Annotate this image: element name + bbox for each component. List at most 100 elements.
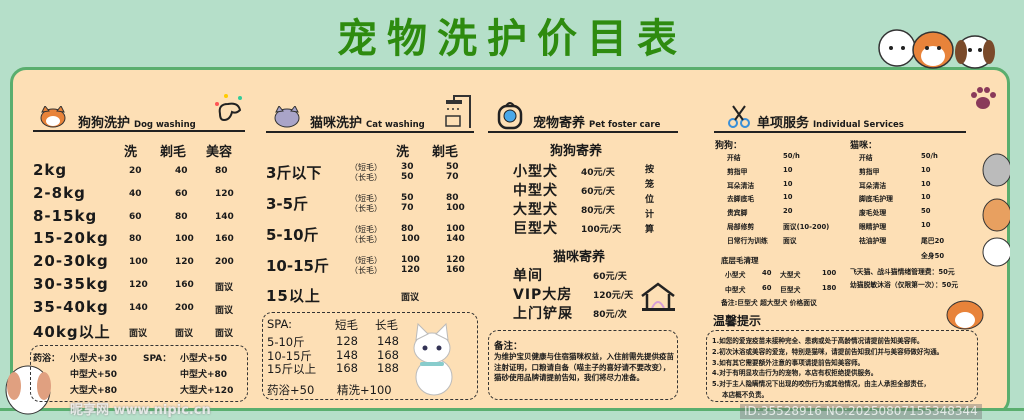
cat-column-header: 剃毛 — [432, 145, 459, 160]
dog-face-icon — [40, 106, 66, 128]
dog-price: 面议 — [129, 328, 148, 339]
dog-price: 面议 — [175, 328, 194, 339]
watermark-id: ID:35528916 NO:20250807155348344 — [740, 404, 982, 419]
cat-foster-title: 猫咪寄养 — [553, 250, 606, 265]
cat-fee-2: 幼猫脱敏沐浴（仅限第一次）：50元 — [850, 281, 959, 289]
tip-item: 1.如您的爱宠疫苗未接种完全、患病或处于高龄情况请提前告知美容师。 — [712, 337, 924, 345]
tip-item: 2.初次沐浴或美容的爱宠，特别是猫咪，请提前告知我们并与美容师做好沟通。 — [712, 347, 944, 356]
cat-spa-price: 148 — [336, 347, 358, 362]
dog-weight-label: 40kg以上 — [33, 322, 111, 341]
cat-room-label: 单间 — [513, 268, 543, 284]
foster-section-title: 宠物寄养 Pet foster care — [533, 112, 660, 131]
cat-weight-label: 15以上 — [266, 287, 321, 305]
dog-foster-price: 100元/天 — [581, 225, 622, 235]
cat-price: 160 — [446, 265, 465, 275]
cat-service-price: 50/h — [921, 152, 938, 160]
spa-price: 小型犬+50 — [180, 354, 228, 364]
dog-foster-price: 80元/天 — [581, 206, 615, 216]
dog-price: 160 — [175, 280, 194, 290]
tip-item: 5.对于主人隐瞒情况下出现的咬伤行为或其他情况，由主人承担全部责任， — [712, 380, 931, 389]
dog-service-price: 10 — [783, 165, 793, 174]
undercoat-title: 底层毛清理 — [721, 256, 759, 265]
dog-weight-label: 2-8kg — [33, 183, 86, 202]
undercoat-size: 大型犬 — [780, 271, 801, 279]
undercoat-price: 40 — [762, 269, 772, 277]
undercoat-price: 60 — [762, 283, 772, 292]
spa-price: 中型犬+80 — [180, 370, 228, 380]
dog-price: 60 — [175, 188, 188, 199]
tip-item: 本店概不负责。 — [722, 391, 769, 399]
cat-price: 50 — [401, 193, 414, 203]
cat-fee-1: 飞天猫、战斗猫情绪管理费：50元 — [850, 268, 955, 276]
cat-fine-wash-addon: 精洗+100 — [337, 383, 392, 397]
cat-service-price: 10 — [921, 179, 931, 188]
dog-price: 100 — [175, 234, 194, 245]
cat-face-icon — [274, 106, 300, 128]
cat-spa-price: 128 — [336, 334, 358, 348]
dog-service-name: 开结 — [727, 154, 741, 162]
dog-price: 140 — [215, 211, 234, 222]
dog-extras-box — [30, 345, 248, 402]
undercoat-price: 100 — [822, 269, 837, 277]
dog-weight-label: 20-30kg — [33, 252, 109, 271]
cat-service-name: 祛油护理 — [859, 236, 887, 245]
dog-price: 40 — [175, 166, 188, 176]
divider — [714, 131, 966, 133]
cat-title-en: Cat washing — [366, 120, 425, 130]
cage-note: 按笼位计算 — [645, 165, 655, 235]
cat-price: 70 — [401, 203, 414, 213]
cat-foster-price: 60元/天 — [593, 272, 627, 282]
foster-title-cn: 宠物寄养 — [533, 116, 586, 131]
divider — [266, 131, 474, 133]
undercoat-size: 小型犬 — [725, 271, 746, 279]
cat-spa-label: SPA: — [267, 317, 293, 331]
tips-box — [706, 330, 978, 402]
cat-weight-label: 3-5斤 — [266, 195, 309, 213]
cat-weight-label: 3斤以下 — [266, 164, 322, 182]
dog-service-price: 50/h — [783, 152, 800, 160]
cat-price: 140 — [446, 234, 465, 244]
cat-spa-price: 168 — [336, 361, 358, 375]
price-panel — [10, 67, 1010, 415]
dog-foster-price: 40元/天 — [581, 168, 615, 178]
dog-size-label: 大型犬 — [513, 202, 558, 218]
divider — [488, 131, 678, 133]
cat-service-price: 50 — [921, 207, 931, 216]
cat-spa-box — [262, 312, 478, 400]
cat-title-cn: 猫咪洗护 — [310, 116, 363, 131]
tips-title: 温馨提示 — [713, 314, 762, 328]
cat-price: 80 — [401, 224, 414, 234]
long-hair-label: （长毛） — [350, 235, 382, 244]
individual-title-cn: 单项服务 — [757, 116, 810, 131]
dog-price: 80 — [129, 234, 142, 245]
dog-column-header: 美容 — [206, 145, 233, 160]
cat-bath-addon: 药浴+50 — [267, 383, 315, 397]
cat-column-header: 洗 — [396, 145, 410, 160]
dog-services-label: 狗狗： — [715, 141, 743, 151]
tip-item: 4.对于有明显攻击行为的宠物，本店有权拒绝提供服务。 — [712, 369, 878, 378]
cat-service-price: 10 — [921, 221, 931, 229]
dog-price: 面议 — [215, 328, 234, 339]
spa-label: SPA： — [143, 354, 172, 364]
cat-service-name: 开结 — [859, 154, 873, 162]
foster-title-en: Pet foster care — [589, 120, 661, 130]
long-hair-label: （长毛） — [350, 173, 382, 182]
cat-price: 50 — [446, 162, 459, 172]
dog-price: 200 — [215, 257, 234, 268]
corgi-icon — [946, 300, 984, 330]
cat-foster-price: 80元/次 — [593, 310, 627, 320]
cat-price: 面议 — [401, 293, 420, 303]
cat-weight-label: 5-10斤 — [266, 226, 319, 244]
cat-price: 100 — [401, 255, 420, 265]
dog-service-name: 日常行为训练 — [727, 236, 768, 245]
cat-spa-price: 148 — [377, 334, 399, 348]
cat-service-price: 10 — [921, 165, 931, 174]
spa-price: 大型犬+120 — [180, 386, 234, 396]
dog-price: 100 — [129, 257, 148, 268]
dog-price: 160 — [215, 234, 234, 245]
dog-section-title: 狗狗洗护 Dog washing — [78, 112, 196, 131]
cat-price: 80 — [446, 193, 459, 203]
cat-service-name: 废毛处理 — [859, 209, 887, 218]
dog-foster-title: 狗狗寄养 — [550, 144, 603, 159]
dog-service-name: 局部修剪 — [727, 223, 755, 231]
